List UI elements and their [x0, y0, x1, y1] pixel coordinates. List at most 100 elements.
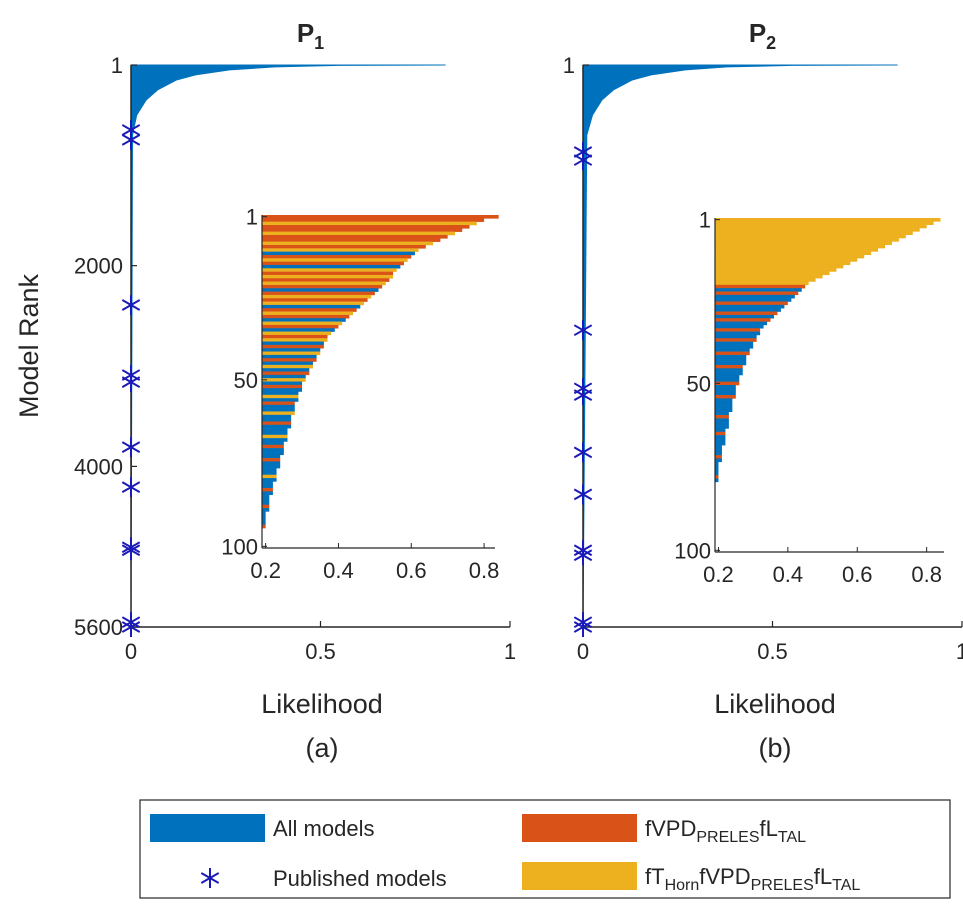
- inset-bar: [262, 438, 288, 442]
- inset-bar: [262, 434, 288, 439]
- panel-title: P2: [749, 18, 776, 53]
- inset-bar: [262, 478, 277, 482]
- legend-label: All models: [273, 816, 374, 841]
- inset-bar: [715, 465, 719, 469]
- inset-bar: [715, 254, 865, 259]
- inset-bar: [262, 441, 284, 446]
- inset-bar: [262, 404, 295, 409]
- legend-star: [200, 868, 220, 888]
- inset-bar: [715, 418, 729, 423]
- inset-bar: [262, 314, 350, 319]
- inset-bar: [262, 421, 292, 426]
- inset-bar: [715, 304, 785, 309]
- inset-bar: [715, 324, 764, 329]
- x-tick-label: 0: [125, 639, 137, 664]
- inset-bar: [715, 381, 740, 386]
- star-stroke: [573, 446, 593, 459]
- inset-bar: [715, 238, 899, 242]
- inset-bar: [262, 244, 426, 249]
- legend-swatch: [522, 814, 637, 842]
- inset-bar: [262, 321, 343, 326]
- likelihood-curve: [582, 64, 898, 628]
- inset-bar: [262, 394, 299, 399]
- inset-bar: [262, 268, 397, 272]
- inset-bar: [715, 241, 892, 246]
- inset-bar: [262, 524, 266, 529]
- inset-x-tick-label: 0.2: [250, 558, 281, 583]
- legend-swatch: [522, 862, 637, 890]
- inset-bar: [715, 281, 809, 286]
- inset-bar: [262, 444, 284, 449]
- inset-bar: [715, 451, 722, 456]
- inset-bar: [715, 438, 726, 443]
- inset-bar: [715, 218, 941, 222]
- inset-bar: [715, 321, 768, 326]
- inset-bar: [715, 291, 799, 296]
- published-model: [121, 477, 141, 498]
- inset-bar: [715, 408, 733, 413]
- inset-bar: [715, 448, 722, 453]
- title-main: P: [749, 18, 766, 48]
- inset-bar: [262, 221, 477, 226]
- inset-y-tick-label: 100: [221, 534, 258, 559]
- y-tick-label: 1: [111, 53, 123, 78]
- inset-bar: [715, 334, 757, 339]
- title-sub: 2: [766, 33, 776, 53]
- inset-bar: [262, 284, 383, 289]
- published-model: [121, 617, 141, 637]
- star-stroke: [121, 441, 141, 453]
- inset-bar: [262, 508, 270, 512]
- inset-bar: [262, 238, 441, 242]
- legend-label-part: Published models: [273, 866, 447, 891]
- inset-bar: [715, 278, 816, 282]
- star-stroke: [573, 488, 593, 501]
- inset-bar: [262, 351, 321, 356]
- title-sub: 1: [314, 33, 324, 53]
- star-stroke: [121, 481, 141, 494]
- y-tick-label: 2000: [74, 254, 123, 279]
- inset-bar: [715, 311, 778, 316]
- inset-bar: [715, 288, 802, 292]
- x-tick-label: 0.5: [757, 639, 788, 664]
- inset-x-tick-label: 0.4: [323, 558, 354, 583]
- panel-caption: (a): [306, 733, 339, 763]
- published-model: [573, 150, 593, 171]
- inset-bar: [715, 368, 743, 372]
- star-stroke: [121, 621, 141, 633]
- inset-bar: [715, 284, 806, 289]
- inset-bar: [715, 251, 872, 256]
- star-stroke: [573, 621, 593, 633]
- inset-bar: [262, 454, 281, 459]
- inset-bar: [262, 318, 346, 322]
- inset-bar: [262, 304, 361, 309]
- x-tick-label: 0.5: [305, 639, 336, 664]
- inset-bar: [715, 268, 837, 272]
- inset-bar: [262, 218, 485, 222]
- inset-bar: [262, 264, 401, 269]
- inset-y-tick-label: 50: [234, 368, 258, 393]
- inset-bar: [262, 398, 299, 402]
- inset-bar: [715, 461, 719, 466]
- inset-bar: [715, 331, 761, 336]
- x-tick-label: 1: [956, 639, 963, 664]
- inset-bar: [262, 338, 328, 342]
- inset-bar: [715, 344, 754, 349]
- published-model: [121, 540, 141, 561]
- star-stroke: [573, 389, 593, 402]
- star-stroke: [573, 324, 593, 337]
- star-stroke: [121, 376, 141, 388]
- inset-y-tick-label: 100: [674, 538, 711, 563]
- inset-bar: [262, 518, 266, 522]
- inset-bar: [262, 291, 375, 296]
- inset-bar: [262, 288, 379, 292]
- published-model: [121, 437, 141, 458]
- inset-bar: [262, 274, 394, 279]
- legend-label: Published models: [273, 866, 447, 891]
- star-stroke: [573, 549, 593, 562]
- inset-bar: [262, 231, 455, 236]
- inset-bar: [262, 354, 317, 359]
- inset-bar: [715, 271, 830, 276]
- inset-bar: [715, 428, 726, 433]
- inset-bar: [715, 354, 747, 359]
- inset-bar: [715, 364, 743, 369]
